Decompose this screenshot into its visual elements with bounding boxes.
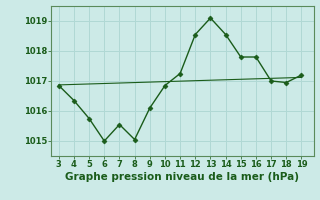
X-axis label: Graphe pression niveau de la mer (hPa): Graphe pression niveau de la mer (hPa) xyxy=(65,172,300,182)
